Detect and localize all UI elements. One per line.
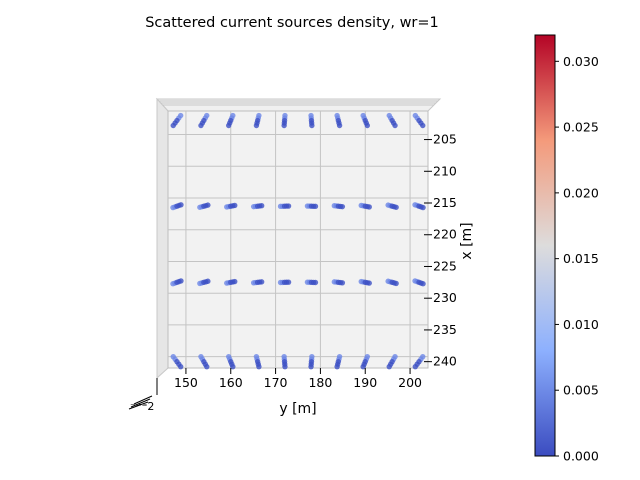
- scatter-point: [225, 122, 232, 129]
- scatter-point: [232, 278, 238, 285]
- scatter-point: [420, 204, 426, 211]
- colorbar-tick-label: 0.005: [563, 383, 599, 398]
- scatter-point: [312, 203, 319, 210]
- colorbar-tick-label: 0.010: [563, 317, 599, 332]
- scatter-point: [308, 363, 314, 370]
- scatter-point: [170, 122, 176, 129]
- pane-frame: [155, 97, 442, 380]
- x-axis-label: x [m]: [459, 222, 475, 259]
- scatter-point: [366, 204, 372, 210]
- scatter-point: [309, 122, 315, 129]
- scatter-point: [366, 280, 372, 286]
- scatter-point: [198, 122, 204, 129]
- scatter-point: [178, 278, 184, 284]
- y-tick-label: 170: [264, 375, 288, 390]
- scatter-point: [364, 122, 371, 129]
- z-axis-ticks: [128, 378, 158, 410]
- y-axis-label: y [m]: [279, 401, 316, 417]
- colorbar-tick-label: 0.000: [563, 449, 599, 464]
- y-tick-label: 180: [308, 375, 332, 390]
- colorbar-tick-label: 0.025: [563, 120, 599, 135]
- y-tick-label: 200: [398, 375, 422, 390]
- scatter-point: [253, 122, 260, 129]
- scatter-point: [412, 363, 419, 370]
- scatter-point: [360, 363, 366, 370]
- scatter-point: [258, 203, 265, 209]
- z-tick-label-cluster: ⁻⁼⁼2: [130, 400, 154, 413]
- colorbar-ticks: 0.000 0.005 0.010 0.015 0.020 0.025 0.030: [555, 54, 599, 464]
- x-tick-label: 240: [433, 354, 457, 369]
- plot-pane: [167, 110, 429, 369]
- scatter-point: [285, 279, 292, 285]
- x-tick-label: 205: [433, 132, 457, 147]
- colorbar-gradient: [534, 34, 556, 457]
- scatter-point: [386, 363, 392, 370]
- scatter-points: [170, 112, 426, 370]
- scatter-point: [339, 203, 346, 210]
- scatter-point: [339, 280, 346, 286]
- x-axis-ticks: 205 210 215 220 225 230 235 240: [424, 132, 457, 369]
- scatter-point: [256, 363, 262, 370]
- chart-title: Scattered current sources density, wr=1: [145, 15, 439, 31]
- scatter-point: [336, 122, 343, 129]
- scatter-point: [282, 363, 288, 370]
- x-tick-label: 235: [433, 322, 457, 337]
- scatter-point: [205, 202, 211, 208]
- colorbar-tick-label: 0.020: [563, 185, 599, 200]
- y-axis-ticks: 150 160 170 180 190 200: [174, 368, 422, 390]
- scatter-point: [204, 363, 210, 370]
- scatter-point: [258, 279, 265, 285]
- y-tick-label: 160: [219, 375, 243, 390]
- scatter-point: [420, 122, 426, 129]
- scatter-point: [178, 202, 184, 208]
- colorbar-tick-label: 0.015: [563, 251, 599, 266]
- scatter-point: [177, 363, 184, 370]
- grid-lines: [168, 111, 428, 368]
- scatter-point: [393, 204, 399, 210]
- scatter-point: [285, 203, 292, 209]
- y-tick-label: 190: [353, 375, 377, 390]
- scatter-point: [230, 363, 236, 370]
- x-tick-label: 215: [433, 195, 457, 210]
- x-tick-label: 220: [433, 227, 457, 242]
- scatter-point: [205, 278, 211, 284]
- scatter-point: [420, 281, 426, 287]
- scatter-point: [393, 280, 399, 287]
- scatter-point: [334, 363, 340, 370]
- colorbar-tick-label: 0.030: [563, 54, 599, 69]
- y-tick-label: 150: [174, 375, 198, 390]
- colorbar: 0.000 0.005 0.010 0.015 0.020 0.025 0.030: [534, 34, 599, 464]
- scatter-point: [232, 202, 238, 209]
- x-tick-label: 230: [433, 290, 457, 305]
- scatter-point: [312, 279, 319, 286]
- x-tick-label: 210: [433, 163, 457, 178]
- scatter-point: [281, 122, 287, 129]
- x-tick-label: 225: [433, 258, 457, 273]
- scatter-point: [392, 122, 398, 129]
